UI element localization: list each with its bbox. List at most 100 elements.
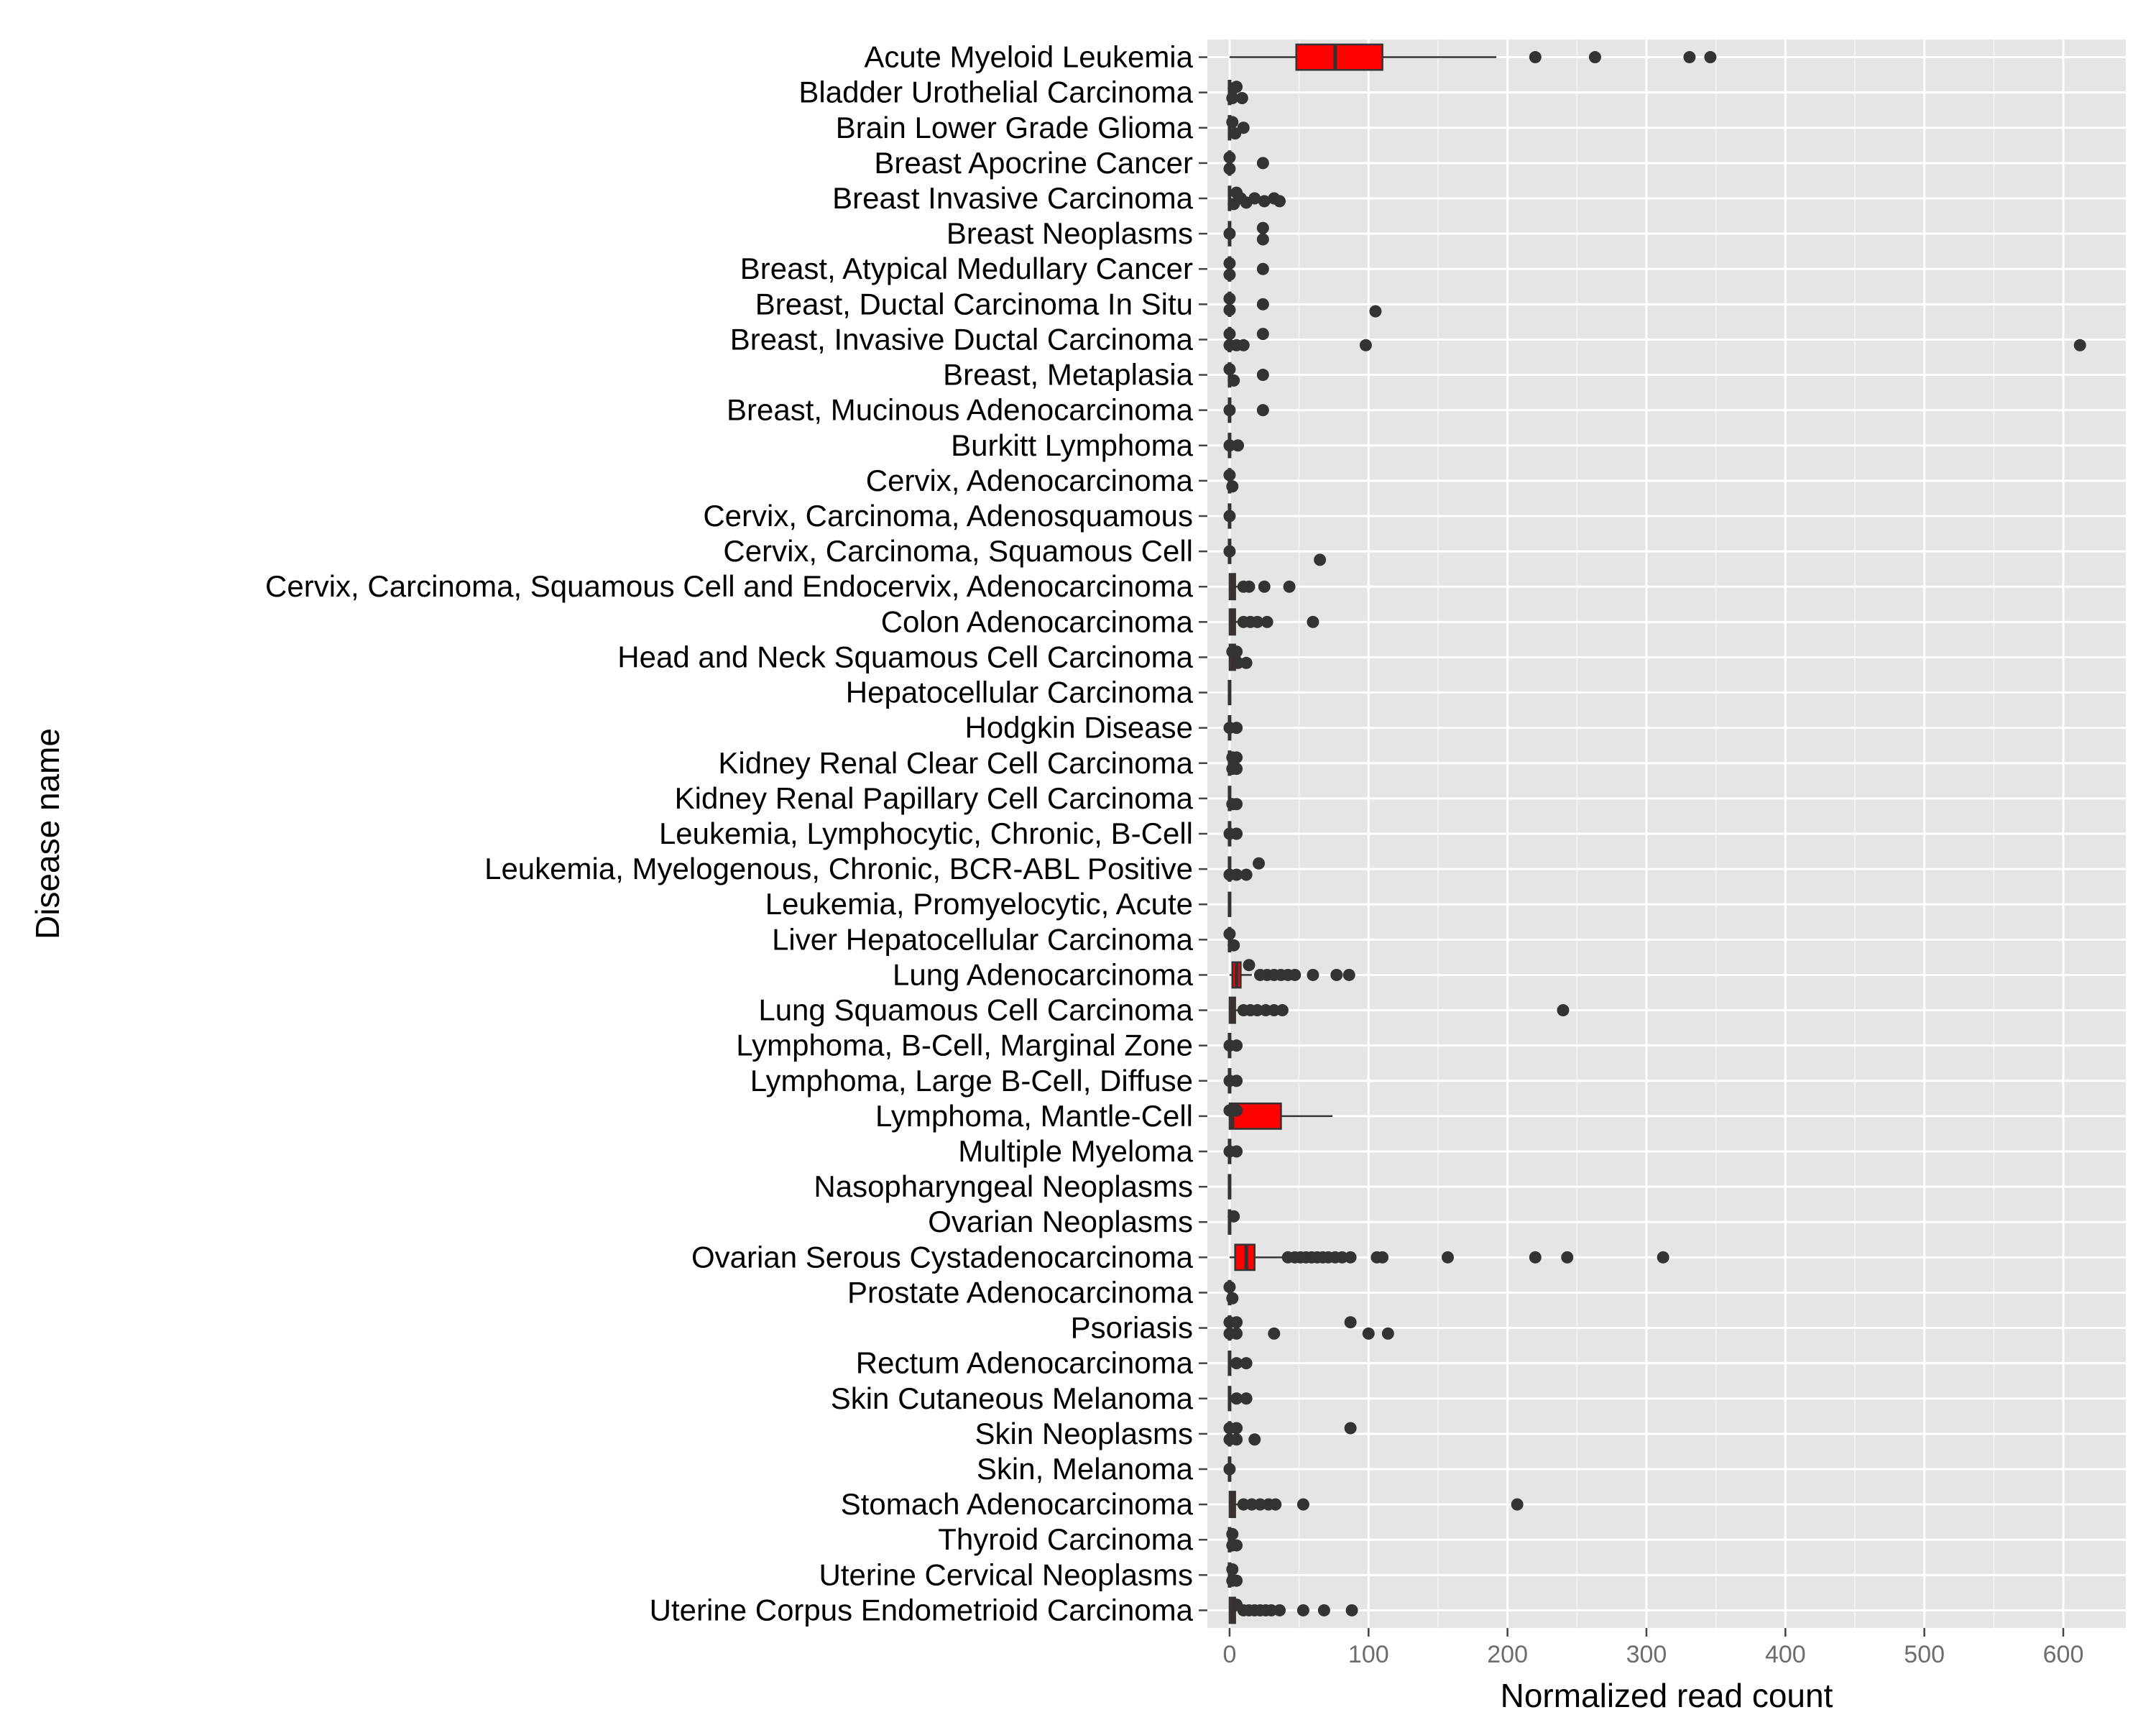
- outlier-point: [1243, 580, 1256, 593]
- outlier-point: [1256, 221, 1269, 234]
- x-tick-label: 500: [1904, 1641, 1945, 1668]
- box-1: [1229, 43, 1497, 71]
- outlier-point: [1258, 195, 1271, 208]
- outlier-point: [1289, 968, 1302, 981]
- category-label: Brain Lower Grade Glioma: [836, 111, 1194, 144]
- outlier-point: [1223, 404, 1236, 417]
- category-label: Leukemia, Myelogenous, Chronic, BCR-ABL …: [484, 852, 1193, 886]
- outlier-point: [1227, 374, 1240, 387]
- y-axis-ticks: [1199, 56, 1207, 1611]
- outlier-point: [1226, 92, 1239, 105]
- outlier-point: [1230, 868, 1243, 881]
- major-gridlines: [1207, 40, 2126, 1628]
- outlier-point: [1237, 339, 1250, 351]
- category-label: Prostate Adenocarcinoma: [847, 1275, 1194, 1309]
- outlier-point: [1226, 480, 1239, 493]
- category-label: Cervix, Carcinoma, Adenosquamous: [703, 499, 1193, 533]
- outlier-point: [1683, 51, 1696, 64]
- outlier-point: [1227, 1210, 1240, 1223]
- outlier-point: [1230, 1316, 1243, 1329]
- outlier-point: [1588, 51, 1601, 64]
- outlier-point: [1273, 195, 1286, 208]
- outlier-point: [1251, 615, 1264, 628]
- category-label: Breast Neoplasms: [946, 216, 1193, 250]
- x-tick-label: 200: [1487, 1641, 1528, 1668]
- category-label: Ovarian Neoplasms: [928, 1205, 1193, 1238]
- outlier-point: [1261, 615, 1273, 628]
- category-label: Lymphoma, Mantle-Cell: [875, 1099, 1193, 1133]
- outlier-point: [1223, 162, 1236, 175]
- outlier-point: [1223, 268, 1236, 281]
- outlier-point: [1223, 303, 1236, 316]
- outlier-point: [1283, 580, 1296, 593]
- x-axis-tick-labels: 0 100 200 300 400 500 600: [1222, 1641, 2083, 1668]
- category-label: Lung Squamous Cell Carcinoma: [758, 993, 1193, 1027]
- category-label: Lymphoma, B-Cell, Marginal Zone: [736, 1029, 1193, 1062]
- category-label: Breast, Ductal Carcinoma In Situ: [755, 287, 1193, 321]
- outlier-point: [1223, 363, 1236, 376]
- outlier-point: [1344, 1422, 1357, 1435]
- category-label: Breast, Atypical Medullary Cancer: [740, 252, 1193, 285]
- outlier-point: [1240, 656, 1253, 669]
- outlier-point: [1235, 92, 1248, 105]
- outlier-point: [1240, 868, 1253, 881]
- outlier-point: [1227, 82, 1240, 95]
- category-label: Breast, Invasive Ductal Carcinoma: [730, 322, 1194, 356]
- outlier-point: [1223, 469, 1236, 482]
- category-label: Kidney Renal Clear Cell Carcinoma: [718, 746, 1193, 780]
- x-tick-label: 400: [1765, 1641, 1806, 1668]
- category-label: Nasopharyngeal Neoplasms: [814, 1169, 1193, 1203]
- outlier-point: [1232, 439, 1245, 452]
- outlier-point: [1268, 1327, 1281, 1340]
- outlier-point: [1230, 1039, 1243, 1052]
- outlier-point: [1248, 192, 1261, 205]
- outlier-point: [1223, 927, 1236, 940]
- outlier-point: [1256, 328, 1269, 341]
- outlier-point: [1256, 157, 1269, 170]
- outlier-point: [1256, 404, 1269, 417]
- category-label: Rectum Adenocarcinoma: [856, 1346, 1194, 1380]
- category-label: Cervix, Carcinoma, Squamous Cell: [723, 534, 1193, 568]
- outlier-point: [1296, 1604, 1309, 1616]
- outlier-point: [1256, 369, 1269, 382]
- category-label: Lymphoma, Large B-Cell, Diffuse: [750, 1064, 1193, 1098]
- box-27: [1229, 961, 1252, 989]
- x-axis-title: Normalized read count: [1501, 1677, 1833, 1714]
- outlier-point: [1226, 1563, 1239, 1576]
- outlier-point: [1230, 1422, 1243, 1435]
- outlier-point: [1223, 151, 1236, 164]
- outlier-point: [1248, 1433, 1261, 1446]
- outlier-point: [1561, 1251, 1574, 1264]
- outlier-point: [1230, 751, 1243, 764]
- outlier-point: [1258, 580, 1271, 593]
- outlier-point: [1342, 968, 1355, 981]
- outlier-point: [1223, 1463, 1236, 1476]
- outlier-point: [1657, 1251, 1669, 1264]
- outlier-point: [1223, 328, 1236, 341]
- outlier-point: [1273, 1604, 1286, 1616]
- outlier-point: [1529, 51, 1542, 64]
- category-label: Breast Apocrine Cancer: [874, 146, 1193, 180]
- outlier-point: [1230, 1433, 1243, 1446]
- category-label: Psoriasis: [1071, 1311, 1193, 1345]
- outlier-point: [1230, 1327, 1243, 1340]
- outlier-point: [1226, 1527, 1239, 1540]
- outlier-point: [1344, 1251, 1357, 1264]
- outlier-point: [1223, 545, 1236, 558]
- outlier-point: [1511, 1498, 1524, 1511]
- outlier-point: [1376, 1251, 1389, 1264]
- outlier-point: [1230, 798, 1243, 811]
- outlier-point: [1230, 722, 1243, 735]
- outlier-point: [1230, 1075, 1243, 1087]
- category-label: Head and Neck Squamous Cell Carcinoma: [617, 640, 1193, 673]
- outlier-point: [1223, 510, 1236, 523]
- category-label: Leukemia, Lymphocytic, Chronic, B-Cell: [659, 816, 1193, 850]
- outlier-point: [1230, 1357, 1243, 1370]
- outlier-point: [1237, 121, 1250, 134]
- category-label: Leukemia, Promyelocytic, Acute: [765, 887, 1193, 921]
- outlier-point: [1317, 1604, 1330, 1616]
- outlier-point: [1307, 968, 1319, 981]
- outlier-point: [1381, 1327, 1394, 1340]
